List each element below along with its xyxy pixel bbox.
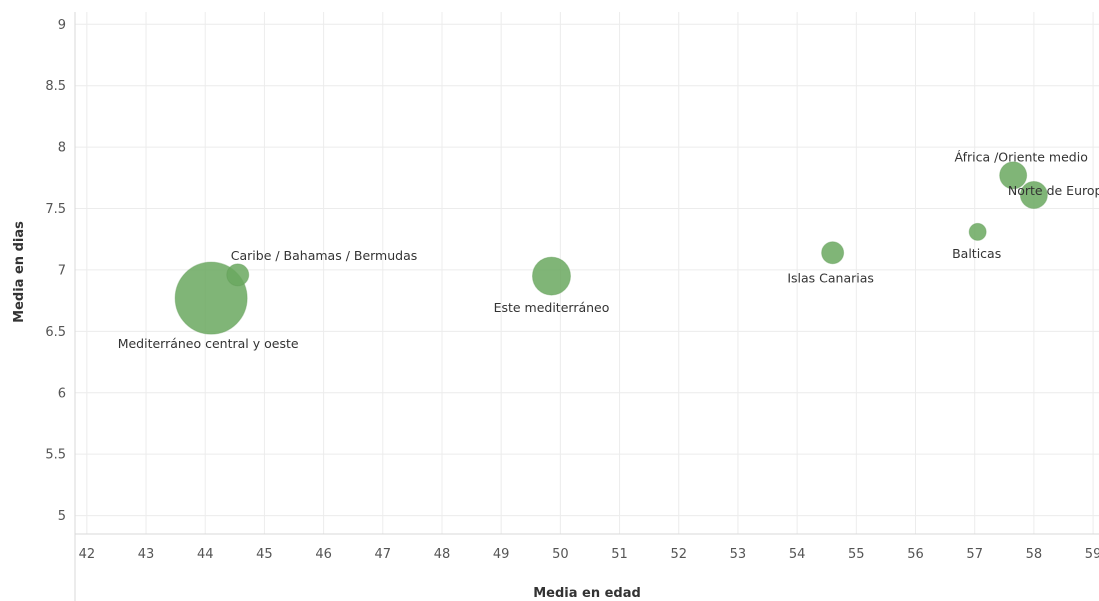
x-tick-label: 48 [434, 547, 451, 562]
x-tick-label: 52 [670, 547, 687, 562]
point-label: África /Oriente medio [954, 149, 1087, 164]
y-tick-label: 7.5 [45, 202, 66, 217]
y-tick-labels: 5 5.5 6 6.5 7 7.5 8 8.5 9 [45, 18, 66, 524]
y-tick-label: 6.5 [45, 325, 66, 340]
x-tick-label: 42 [79, 547, 96, 562]
y-tick-label: 8 [58, 141, 66, 156]
point-labels: Mediterráneo central y oeste Caribe / Bah… [118, 149, 1099, 351]
data-point[interactable] [531, 256, 571, 296]
data-point[interactable] [999, 161, 1028, 190]
x-tick-label: 44 [197, 547, 214, 562]
y-tick-label: 5.5 [45, 448, 66, 463]
x-tick-label: 53 [730, 547, 747, 562]
point-label: Caribe / Bahamas / Bermudas [231, 248, 418, 263]
x-tick-label: 46 [315, 547, 332, 562]
x-tick-label: 54 [789, 547, 806, 562]
x-tick-label: 57 [966, 547, 983, 562]
point-label: Balticas [952, 246, 1001, 261]
point-label: Islas Canarias [787, 271, 874, 286]
y-axis-title: Media en dias [12, 221, 27, 323]
data-points [174, 161, 1048, 335]
data-point[interactable] [1019, 181, 1048, 210]
x-tick-labels: 42 43 44 45 46 47 48 49 50 51 52 53 54 55 56 57 58 59 [79, 547, 1099, 562]
x-tick-label: 45 [256, 547, 273, 562]
x-tick-label: 51 [611, 547, 628, 562]
x-tick-label: 47 [375, 547, 392, 562]
x-tick-label: 59 [1085, 547, 1099, 562]
x-tick-label: 50 [552, 547, 569, 562]
y-tick-label: 5 [58, 509, 66, 524]
x-tick-label: 49 [493, 547, 510, 562]
x-tick-label: 58 [1026, 547, 1043, 562]
point-label: Norte de Europa [1008, 183, 1099, 198]
x-tick-label: 43 [138, 547, 155, 562]
data-point[interactable] [968, 222, 987, 241]
y-tick-label: 7 [58, 263, 66, 278]
point-label: Mediterráneo central y oeste [118, 336, 299, 351]
data-point[interactable] [226, 263, 250, 287]
data-point[interactable] [821, 241, 845, 265]
point-label: Este mediterráneo [494, 300, 610, 315]
y-tick-label: 8.5 [45, 79, 66, 94]
x-tick-label: 56 [907, 547, 924, 562]
y-tick-label: 9 [58, 18, 66, 33]
x-tick-label: 55 [848, 547, 865, 562]
x-axis-title: Media en edad [533, 586, 641, 601]
y-tick-label: 6 [58, 386, 66, 401]
